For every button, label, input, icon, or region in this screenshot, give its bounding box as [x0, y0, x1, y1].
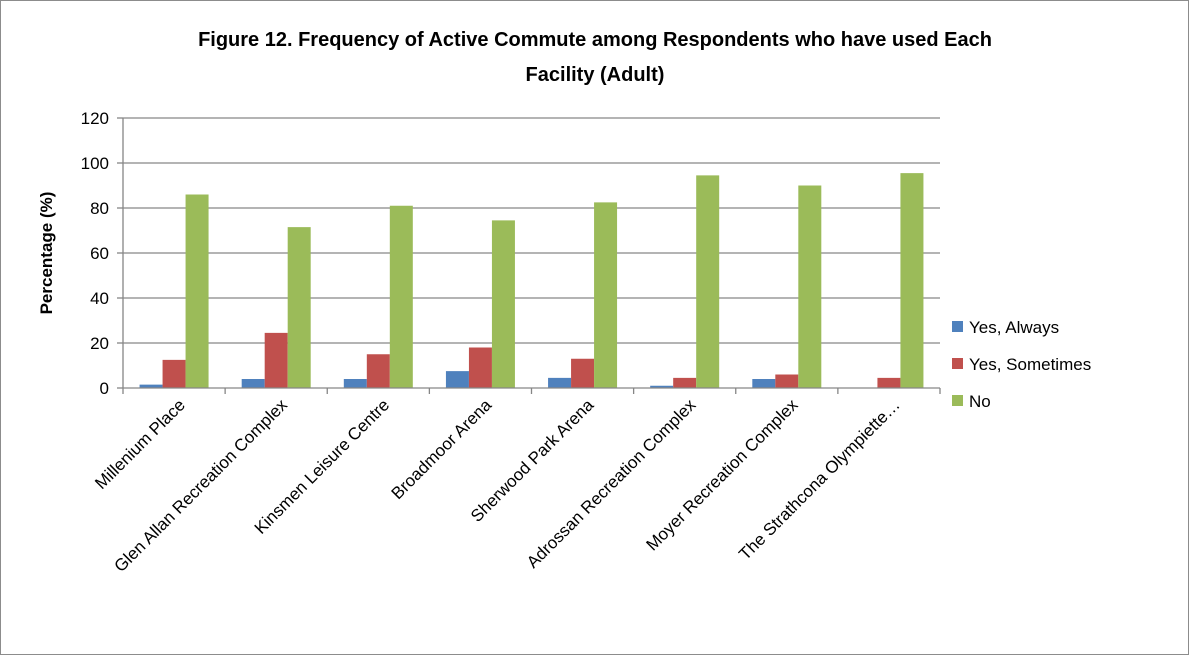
bar-yes-sometimes	[673, 377, 697, 388]
bar-no	[900, 173, 924, 388]
bar-yes-always	[752, 379, 776, 388]
bar-yes-always	[241, 379, 265, 388]
bar-no	[696, 175, 720, 388]
y-tick-label: 20	[90, 334, 109, 353]
y-axis-label: Percentage (%)	[37, 192, 56, 315]
y-tick-label: 120	[81, 109, 109, 128]
y-tick-label: 80	[90, 199, 109, 218]
bar-yes-sometimes	[264, 332, 288, 388]
legend: Yes, Always Yes, Sometimes No	[952, 318, 1091, 411]
y-tick-label: 40	[90, 289, 109, 308]
x-tick-label: Broadmoor Arena	[388, 395, 496, 503]
legend-swatch	[952, 395, 963, 406]
legend-swatch	[952, 321, 963, 332]
x-tick-label: The Strathcona Olympiette…	[735, 395, 903, 563]
bar-yes-sometimes	[468, 347, 492, 388]
bar-yes-always	[445, 371, 469, 388]
chart-title-line-1: Figure 12. Frequency of Active Commute a…	[198, 29, 992, 51]
bar-no	[798, 185, 822, 388]
x-tick-label: Adrossan Recreation Complex	[523, 395, 700, 572]
bar-no	[594, 202, 618, 388]
bar-yes-sometimes	[162, 359, 186, 388]
bars	[139, 173, 924, 388]
x-tick-label: Millenium Place	[91, 395, 189, 493]
bar-no	[389, 205, 413, 388]
bar-no	[185, 194, 209, 388]
bar-no	[491, 220, 515, 388]
y-tick-label: 60	[90, 244, 109, 263]
bar-yes-always	[650, 385, 674, 388]
bar-yes-sometimes	[366, 354, 390, 388]
legend-swatch	[952, 358, 963, 369]
bar-yes-sometimes	[775, 374, 799, 388]
bar-yes-always	[548, 377, 572, 388]
bar-yes-always	[343, 379, 367, 388]
y-axis-ticks: 0 20 40 60 80 100 120	[81, 109, 123, 398]
legend-label: Yes, Sometimes	[969, 355, 1091, 374]
x-tick-label: Glen Allan Recreation Complex	[111, 395, 292, 576]
bar-yes-always	[139, 384, 163, 388]
y-tick-label: 0	[100, 379, 109, 398]
legend-label: Yes, Always	[969, 318, 1059, 337]
legend-label: No	[969, 392, 991, 411]
bar-no	[287, 227, 311, 388]
bar-yes-sometimes	[571, 358, 595, 388]
bar-yes-sometimes	[877, 377, 901, 388]
y-tick-label: 100	[81, 154, 109, 173]
chart-title-line-2: Facility (Adult)	[526, 64, 665, 86]
